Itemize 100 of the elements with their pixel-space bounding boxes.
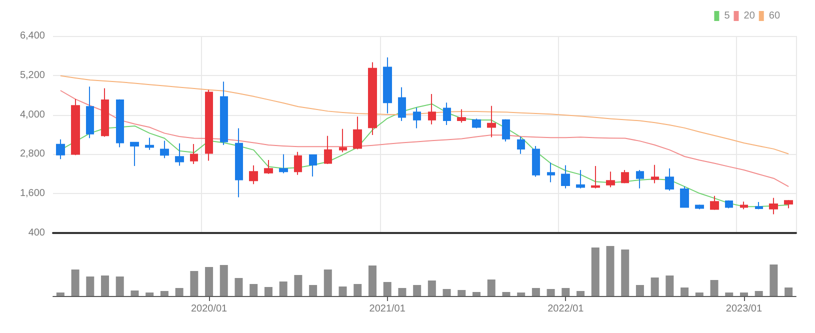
- y-tick-label: 4,000: [20, 109, 46, 120]
- bar: [130, 290, 139, 296]
- candlestick: [487, 105, 496, 138]
- candlestick: [710, 195, 719, 210]
- bar: [472, 292, 481, 296]
- bar: [725, 292, 734, 296]
- legend-label: 5: [724, 10, 730, 22]
- bar: [190, 271, 198, 296]
- bar: [56, 292, 64, 296]
- candlestick: [56, 138, 65, 160]
- line-series: [60, 75, 790, 154]
- candlestick: [86, 86, 94, 139]
- candlestick: [175, 142, 184, 166]
- bar: [250, 284, 258, 296]
- bar: [562, 288, 570, 296]
- candlestick: [547, 162, 555, 183]
- candlestick: [190, 144, 198, 165]
- candlestick: [606, 171, 615, 188]
- bar: [279, 282, 288, 296]
- candlestick: [353, 116, 362, 150]
- candlestick: [472, 118, 481, 129]
- candlestick: [695, 204, 704, 210]
- candlestick: [517, 136, 525, 154]
- candlestick: [205, 89, 213, 162]
- legend-label: 60: [768, 10, 780, 22]
- bar: [398, 288, 406, 296]
- candlestick: [235, 128, 243, 198]
- bar: [636, 285, 644, 296]
- candlestick: [101, 88, 109, 138]
- x-tick-label: 2023/01: [726, 304, 762, 314]
- bar: [338, 286, 347, 296]
- candlestick: [636, 169, 644, 189]
- candlestick: [428, 93, 436, 125]
- bar: [770, 264, 778, 296]
- candlestick: [413, 107, 421, 129]
- bar: [606, 246, 614, 296]
- bar: [101, 276, 110, 296]
- candlestick: [725, 200, 733, 209]
- y-tick-label: 2,800: [20, 148, 46, 160]
- candlestick: [130, 142, 139, 167]
- bar: [309, 285, 318, 296]
- bar: [680, 288, 689, 296]
- candlestick: [116, 98, 124, 148]
- bar: [220, 265, 228, 296]
- candlestick: [665, 168, 674, 192]
- bar: [383, 282, 392, 296]
- candlestick: [561, 164, 570, 189]
- bar: [784, 288, 793, 296]
- bar: [621, 250, 630, 296]
- bar: [458, 290, 466, 296]
- y-tick-label: 5,200: [20, 70, 46, 81]
- bar: [740, 292, 748, 296]
- bar: [532, 288, 540, 296]
- candlestick: [680, 186, 689, 208]
- candlestick: [339, 128, 347, 153]
- candlestick: [443, 102, 451, 126]
- x-tick-label: 2022/01: [548, 304, 584, 314]
- candlestick: [755, 201, 763, 210]
- bar: [487, 280, 496, 296]
- bar: [71, 270, 80, 296]
- bar: [324, 270, 332, 296]
- x-tick-label: 2020/01: [190, 304, 228, 314]
- bar: [116, 276, 124, 296]
- candlestick: [502, 118, 510, 142]
- candlestick: [279, 154, 288, 174]
- candlestick: [145, 137, 154, 150]
- bar: [234, 278, 243, 296]
- bar: [695, 292, 704, 296]
- candlestick: [309, 154, 317, 178]
- bar: [354, 284, 362, 296]
- bar: [754, 291, 763, 296]
- candlestick: [264, 159, 273, 174]
- bar: [576, 291, 585, 296]
- candlestick: [368, 62, 377, 136]
- bar: [517, 292, 526, 296]
- y-tick-label: 400: [28, 228, 46, 238]
- bar: [413, 285, 422, 296]
- bar: [86, 276, 94, 296]
- bar: [710, 280, 718, 296]
- bar: [264, 287, 272, 296]
- bar: [502, 292, 510, 296]
- candlestick: [220, 81, 228, 146]
- candlestick: [324, 135, 332, 165]
- candlestick: [457, 108, 466, 124]
- candlestick: [591, 166, 600, 189]
- y-tick-label: 6,400: [20, 30, 46, 42]
- candlestick: [294, 151, 302, 176]
- line-series: [60, 90, 790, 188]
- candlestick: [784, 200, 793, 209]
- x-tick-label: 2021/01: [369, 304, 406, 314]
- candlestick: [160, 140, 169, 159]
- bar: [146, 292, 154, 296]
- bar: [428, 280, 436, 296]
- candlestick: [249, 164, 258, 185]
- candlestick: [740, 201, 748, 210]
- candlestick: [383, 56, 392, 114]
- bar: [175, 288, 184, 296]
- y-tick-label: 1,600: [20, 188, 46, 200]
- candlestick: [621, 169, 629, 184]
- bar: [546, 289, 555, 296]
